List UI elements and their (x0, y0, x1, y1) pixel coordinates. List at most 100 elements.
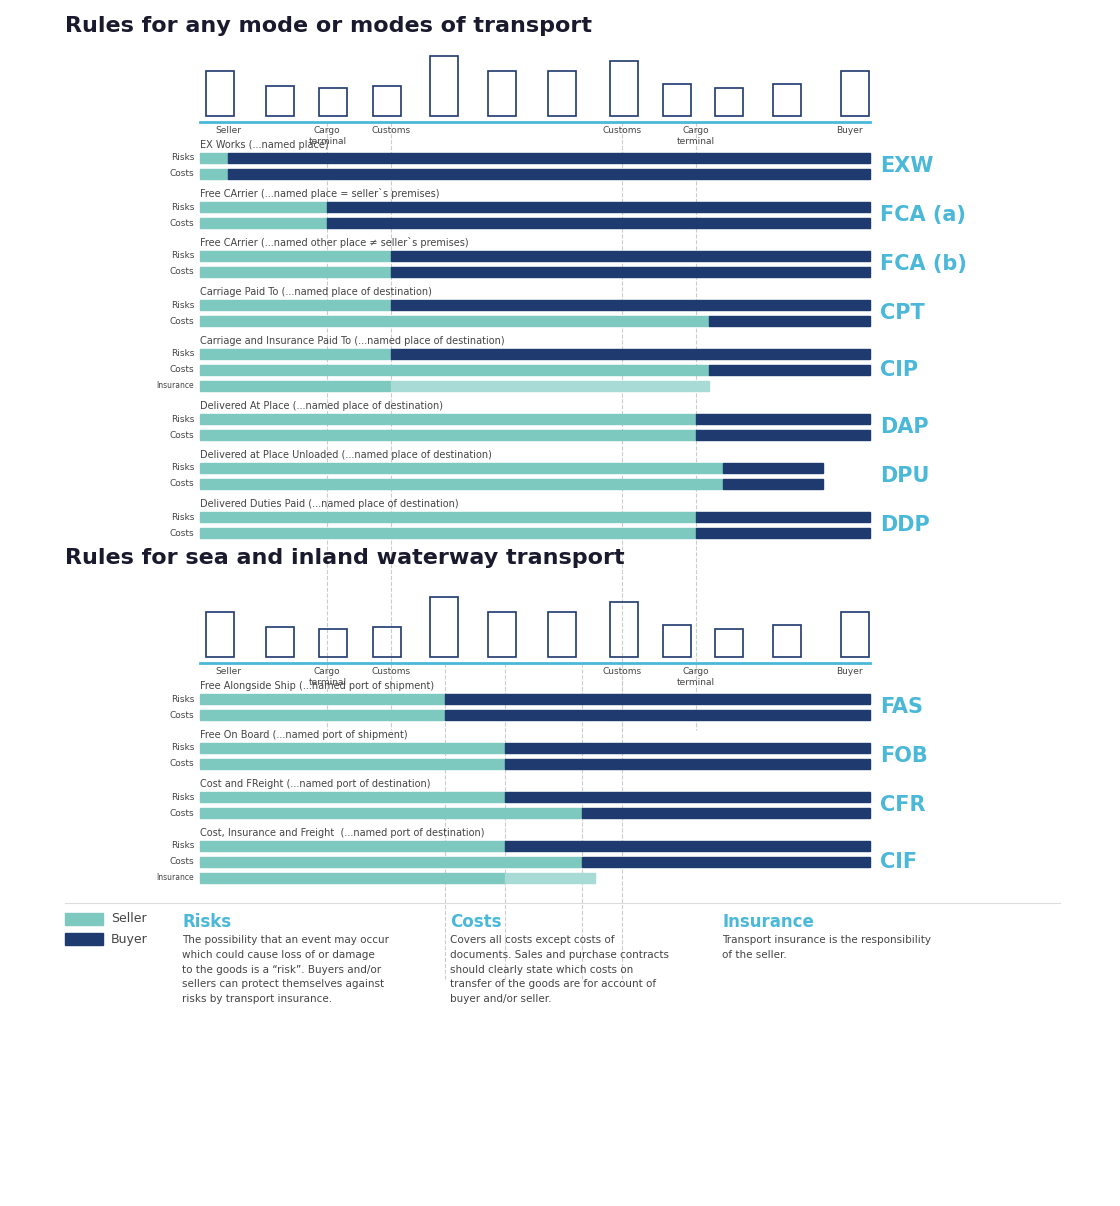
Bar (206, 71, 234, 116)
Bar (430, 55, 458, 116)
Text: CFR: CFR (880, 795, 925, 815)
Bar (60, 212, 140, 268)
Bar (391, 316, 709, 326)
Text: Costs: Costs (169, 480, 194, 488)
Bar (200, 808, 505, 818)
Text: FOB: FOB (880, 747, 927, 766)
Text: Risks: Risks (170, 153, 194, 163)
Bar (696, 513, 870, 522)
Bar (60, 357, 140, 412)
Text: Risks: Risks (170, 203, 194, 211)
Text: DPU: DPU (880, 466, 930, 486)
Text: Customs: Customs (603, 667, 642, 677)
Bar (391, 381, 709, 391)
Bar (505, 743, 870, 753)
Text: Risks: Risks (170, 513, 194, 521)
Text: Customs: Customs (372, 667, 411, 677)
Bar (200, 759, 505, 769)
Text: CIP: CIP (880, 361, 918, 380)
Text: Risks: Risks (170, 415, 194, 423)
Text: Insurance: Insurance (157, 873, 194, 883)
Bar (610, 62, 638, 116)
Bar (548, 611, 576, 657)
Bar (200, 710, 445, 720)
Bar (200, 349, 391, 359)
Text: Insurance: Insurance (722, 913, 814, 931)
Bar (841, 611, 869, 657)
Text: Costs: Costs (169, 528, 194, 538)
Bar (200, 316, 391, 326)
Text: Buyer: Buyer (837, 667, 864, 677)
Bar (505, 792, 870, 802)
Bar (582, 808, 870, 818)
Bar (200, 528, 696, 538)
Bar (505, 873, 596, 883)
Bar (319, 630, 347, 657)
Text: Risks: Risks (170, 744, 194, 753)
Text: Cargo
terminal: Cargo terminal (308, 125, 346, 146)
Text: Costs: Costs (169, 170, 194, 178)
Bar (206, 611, 234, 657)
Text: FCA (a): FCA (a) (880, 205, 965, 226)
Text: Delivered At Place (...named place of destination): Delivered At Place (...named place of de… (200, 402, 444, 411)
Bar (505, 808, 582, 818)
Text: Risks: Risks (170, 695, 194, 703)
Bar (319, 88, 347, 116)
Bar (610, 602, 638, 657)
Text: Costs: Costs (169, 268, 194, 276)
Bar (722, 463, 823, 473)
Text: EXW: EXW (880, 156, 933, 176)
Bar (548, 71, 576, 116)
Text: Costs: Costs (169, 316, 194, 326)
Text: Free CArrier (...named place = seller`s premises): Free CArrier (...named place = seller`s … (200, 188, 439, 199)
Bar (200, 251, 391, 260)
Text: Cargo
terminal: Cargo terminal (308, 667, 346, 687)
Bar (200, 218, 327, 228)
Bar (200, 381, 391, 391)
Text: Costs: Costs (169, 857, 194, 866)
Text: FAS: FAS (880, 697, 923, 718)
Text: Costs: Costs (169, 760, 194, 768)
Bar (696, 414, 870, 425)
Bar (841, 71, 869, 116)
Text: The possibility that an event may occur
which could cause loss of or damage
to t: The possibility that an event may occur … (181, 935, 389, 1005)
Text: Seller: Seller (215, 667, 241, 677)
Text: Risks: Risks (170, 300, 194, 310)
Bar (391, 267, 870, 277)
Bar (505, 759, 870, 769)
Text: Costs: Costs (169, 808, 194, 818)
Bar (715, 630, 743, 657)
Bar (709, 365, 870, 375)
Bar (773, 84, 801, 116)
Text: FCA (b): FCA (b) (880, 254, 967, 274)
Bar (663, 84, 691, 116)
Text: Rules for sea and inland waterway transport: Rules for sea and inland waterway transp… (65, 548, 625, 568)
Text: DDP: DDP (880, 515, 930, 535)
Text: DAP: DAP (880, 417, 928, 437)
Bar (200, 513, 696, 522)
Bar (200, 841, 505, 851)
Text: Free Alongside Ship (...named port of shipment): Free Alongside Ship (...named port of sh… (200, 681, 435, 691)
Text: Customs: Customs (603, 125, 642, 135)
Text: Transport insurance is the responsibility
of the seller.: Transport insurance is the responsibilit… (722, 935, 931, 960)
Text: Buyer: Buyer (111, 932, 148, 946)
Text: Cost and FReight (...named port of destination): Cost and FReight (...named port of desti… (200, 779, 430, 789)
Bar (228, 169, 870, 178)
Text: Covers all costs except costs of
documents. Sales and purchase contracts
should : Covers all costs except costs of documen… (450, 935, 669, 1005)
Text: Buyer: Buyer (837, 125, 864, 135)
Text: Cargo
terminal: Cargo terminal (676, 125, 715, 146)
Bar (200, 300, 391, 310)
Text: Risks: Risks (170, 463, 194, 473)
Text: Costs: Costs (169, 710, 194, 720)
Bar (445, 710, 870, 720)
Bar (391, 365, 709, 375)
Bar (373, 86, 401, 116)
Text: CPT: CPT (880, 303, 925, 323)
Text: Carriage and Insurance Paid To (...named place of destination): Carriage and Insurance Paid To (...named… (200, 336, 505, 346)
Bar (505, 841, 870, 851)
Bar (200, 857, 505, 867)
Bar (696, 431, 870, 440)
Text: Free CArrier (...named other place ≠ seller`s premises): Free CArrier (...named other place ≠ sel… (200, 238, 468, 248)
Bar (60, 434, 140, 490)
Bar (582, 857, 870, 867)
